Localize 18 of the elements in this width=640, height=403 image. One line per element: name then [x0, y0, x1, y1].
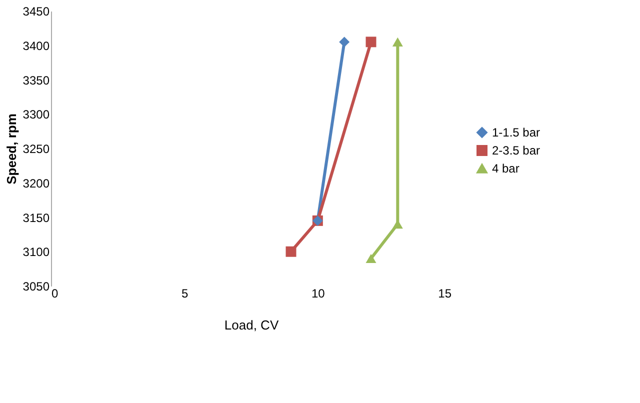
x-tick-label: 0	[52, 286, 58, 300]
y-tick-label: 3450	[22, 4, 50, 18]
y-tick-label: 3100	[22, 245, 50, 260]
x-tick-label: 10	[311, 286, 326, 300]
y-tick-label: 3150	[22, 210, 50, 225]
y-tick-label: 3050	[22, 280, 50, 294]
y-axis-title: Speed, rpm	[4, 114, 19, 184]
x-tick-label: 15	[438, 286, 452, 300]
x-axis-title: Load, CV	[224, 318, 279, 332]
legend-label: 2-3.5 bar	[492, 144, 540, 158]
legend-label: 1-1.5 bar	[492, 126, 540, 140]
y-tick-label: 3200	[22, 176, 50, 190]
x-tick-label: 5	[181, 286, 188, 300]
y-tick-label: 3400	[22, 38, 50, 53]
legend-label: 4 bar	[492, 162, 520, 176]
y-tick-label: 3250	[22, 142, 50, 156]
y-tick-label: 3350	[22, 73, 50, 88]
y-tick-label: 3300	[22, 108, 50, 122]
